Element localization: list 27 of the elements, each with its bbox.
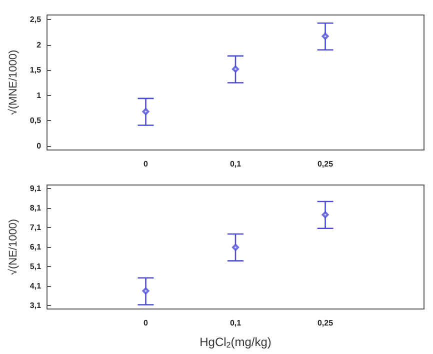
y-tick-label: 4,1 (30, 281, 42, 290)
y-axis-title: √(MNE/1000) (8, 50, 20, 116)
point (232, 66, 240, 73)
y-tick-label: 8,1 (30, 204, 42, 213)
x-tick-label: 0,1 (230, 160, 242, 168)
y-tick-label: 1,5 (30, 66, 42, 75)
point (322, 32, 329, 40)
y-tick-label: 5,1 (30, 262, 42, 271)
point (142, 287, 150, 294)
x-tick-label: 0 (144, 318, 149, 328)
x-tick-label: 0,25 (317, 160, 334, 168)
y-tick-label: 0,5 (30, 116, 42, 126)
y-tick-label: 3,1 (30, 300, 42, 310)
point (232, 244, 240, 251)
x-tick-label: 0,25 (317, 318, 334, 328)
point (322, 211, 329, 218)
y-tick-label: 0 (36, 141, 42, 150)
y-tick-label: 9,1 (30, 184, 42, 194)
y-tick-label: 1 (36, 90, 42, 100)
y-axis-title: √(NE/1000) (8, 218, 20, 276)
x-tick-label: 0,1 (230, 318, 242, 328)
x-tick-label: 0 (144, 160, 149, 168)
point (142, 108, 150, 116)
y-tick-label: 6,1 (30, 242, 42, 252)
y-tick-label: 2,5 (30, 15, 42, 24)
y-tick-label: 7,1 (30, 223, 42, 232)
y-tick-label: 2 (36, 40, 42, 50)
